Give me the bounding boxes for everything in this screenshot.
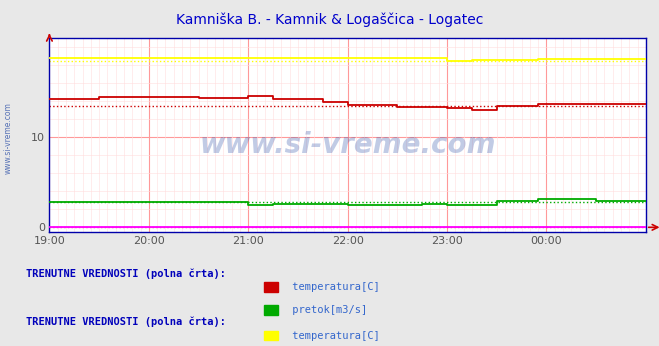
Text: temperatura[C]: temperatura[C] [286, 331, 380, 340]
Text: pretok[m3/s]: pretok[m3/s] [286, 305, 367, 315]
Text: temperatura[C]: temperatura[C] [286, 282, 380, 292]
Text: Kamniška B. - Kamnik & Logaščica - Logatec: Kamniška B. - Kamnik & Logaščica - Logat… [176, 12, 483, 27]
Text: TRENUTNE VREDNOSTI (polna črta):: TRENUTNE VREDNOSTI (polna črta): [26, 268, 226, 279]
Text: www.si-vreme.com: www.si-vreme.com [3, 102, 13, 174]
Text: www.si-vreme.com: www.si-vreme.com [200, 131, 496, 158]
Text: TRENUTNE VREDNOSTI (polna črta):: TRENUTNE VREDNOSTI (polna črta): [26, 317, 226, 327]
